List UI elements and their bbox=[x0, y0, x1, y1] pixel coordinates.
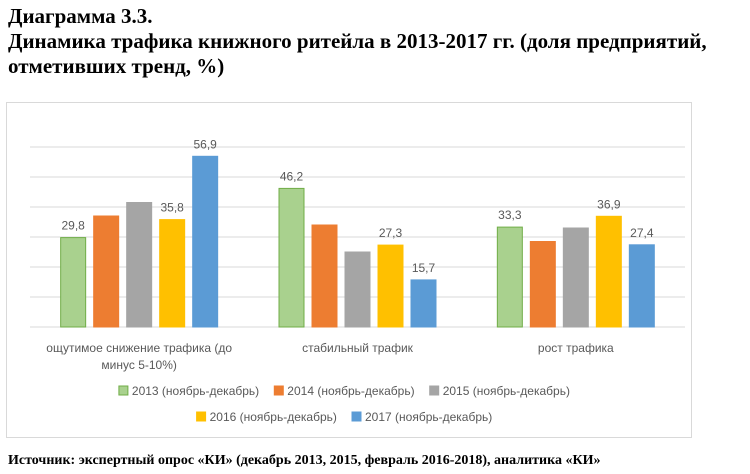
bar bbox=[93, 215, 120, 328]
legend-label: 2014 (ноябрь-декабрь) bbox=[287, 384, 414, 398]
bar bbox=[311, 224, 338, 328]
bar bbox=[410, 279, 437, 328]
data-label: 27,3 bbox=[379, 226, 403, 240]
category-label: рост трафика bbox=[538, 341, 614, 355]
data-label: 33,3 bbox=[498, 208, 522, 222]
bar bbox=[628, 244, 655, 328]
bar bbox=[529, 241, 556, 328]
legend-label: 2015 (ноябрь-декабрь) bbox=[443, 384, 570, 398]
bar bbox=[159, 219, 186, 328]
bar bbox=[278, 187, 305, 328]
legend-label: 2013 (ноябрь-декабрь) bbox=[132, 384, 259, 398]
title-line-2: Динамика трафика книжного ритейла в 2013… bbox=[8, 29, 707, 53]
legend-swatch bbox=[196, 411, 207, 422]
bar bbox=[377, 244, 404, 328]
bar bbox=[562, 227, 589, 328]
legend-swatch bbox=[273, 385, 284, 396]
legend-swatch bbox=[118, 385, 129, 396]
category-label: стабильный трафик bbox=[302, 341, 414, 355]
bar-chart: 29,8 35,8 56,9 ощутимое снижение трафика (д… bbox=[30, 137, 685, 424]
bar bbox=[60, 237, 87, 328]
title-line-3: отметивших тренд, %) bbox=[8, 54, 225, 78]
source-note: Источник: экспертный опрос «КИ» (декабрь… bbox=[8, 453, 601, 468]
bar bbox=[192, 155, 219, 328]
data-label: 46,2 bbox=[280, 169, 304, 183]
data-label: 15,7 bbox=[412, 261, 436, 275]
data-label: 56,9 bbox=[193, 137, 217, 151]
legend-swatch bbox=[429, 385, 440, 396]
category-label: ощутимое снижение трафика (до bbox=[46, 341, 232, 355]
bar bbox=[595, 215, 622, 328]
bar bbox=[126, 202, 153, 328]
legend-swatch bbox=[351, 411, 362, 422]
data-label: 36,9 bbox=[597, 197, 621, 211]
legend-label: 2016 (ноябрь-декабрь) bbox=[210, 410, 337, 424]
chart-area: 29,8 35,8 56,9 ощутимое снижение трафика (д… bbox=[6, 102, 692, 438]
bar bbox=[496, 226, 523, 328]
bar bbox=[344, 251, 371, 328]
title-line-1: Диаграмма 3.3. bbox=[8, 4, 153, 28]
legend-label: 2017 (ноябрь-декабрь) bbox=[365, 410, 492, 424]
data-label: 27,4 bbox=[630, 226, 654, 240]
chart-title: Диаграмма 3.3. Динамика трафика книжного… bbox=[8, 4, 748, 79]
data-label: 35,8 bbox=[160, 201, 184, 215]
data-label: 29,8 bbox=[61, 219, 85, 233]
category-label: минус 5-10%) bbox=[101, 358, 176, 372]
